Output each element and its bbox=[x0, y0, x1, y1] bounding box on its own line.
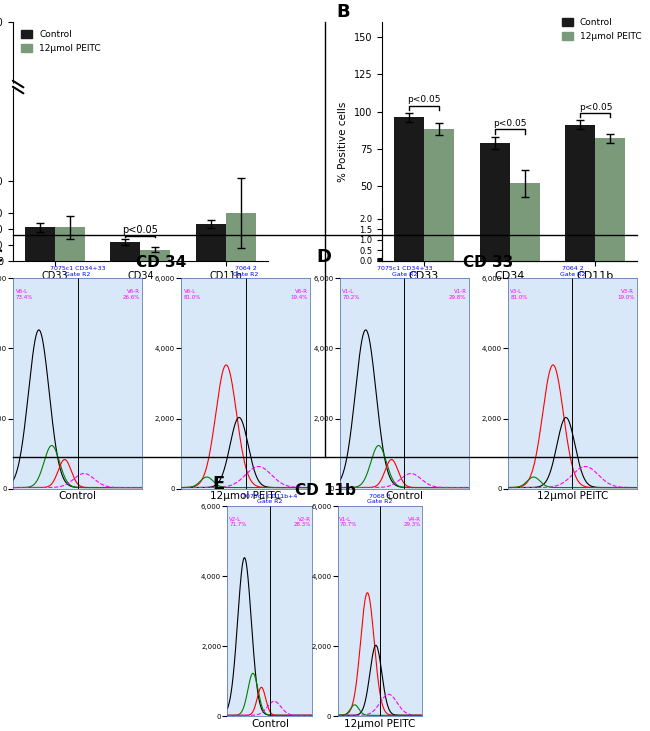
X-axis label: 12μmol PEITC: 12μmol PEITC bbox=[537, 491, 608, 501]
X-axis label: 12μmol PEITC: 12μmol PEITC bbox=[210, 491, 281, 501]
Title: 7064 2
Gate R2: 7064 2 Gate R2 bbox=[233, 266, 258, 276]
Y-axis label: % Positive cells: % Positive cells bbox=[339, 101, 348, 181]
Legend: Control, 12μmol PEITC: Control, 12μmol PEITC bbox=[18, 26, 105, 56]
Bar bbox=[55, 227, 84, 261]
Bar bbox=[25, 227, 55, 261]
Text: B: B bbox=[337, 3, 350, 21]
Bar bbox=[226, 213, 256, 261]
X-axis label: Control: Control bbox=[251, 719, 289, 729]
Title: 7075c1 CD34+33
Gate R2: 7075c1 CD34+33 Gate R2 bbox=[376, 266, 432, 276]
X-axis label: 12μmol PEITC: 12μmol PEITC bbox=[344, 719, 416, 729]
Text: E: E bbox=[212, 475, 224, 493]
Legend: Control, 12μmol PEITC: Control, 12μmol PEITC bbox=[558, 15, 645, 45]
Bar bbox=[140, 250, 170, 261]
X-axis label: Control: Control bbox=[385, 491, 423, 501]
Bar bbox=[480, 143, 510, 261]
Text: p<0.05: p<0.05 bbox=[578, 102, 612, 112]
Bar bbox=[595, 138, 625, 261]
Bar bbox=[196, 224, 226, 261]
Text: V1-R
29.8%: V1-R 29.8% bbox=[449, 289, 467, 300]
Text: V6-R
26.6%: V6-R 26.6% bbox=[122, 289, 140, 300]
Title: 7075c1 CD11b+4
Gate R2: 7075c1 CD11b+4 Gate R2 bbox=[242, 493, 298, 504]
Text: V2-R
28.3%: V2-R 28.3% bbox=[293, 517, 311, 528]
Title: 7064 2
Gate R2: 7064 2 Gate R2 bbox=[560, 266, 585, 276]
Text: C: C bbox=[0, 248, 3, 265]
Text: p<0.05: p<0.05 bbox=[407, 95, 441, 104]
Text: D: D bbox=[316, 248, 331, 265]
Text: V6-L
73.4%: V6-L 73.4% bbox=[16, 289, 33, 300]
Text: V3-R
19.0%: V3-R 19.0% bbox=[617, 289, 634, 300]
Bar bbox=[111, 242, 140, 261]
Text: V1-L
70.2%: V1-L 70.2% bbox=[343, 289, 360, 300]
Title: 7068 3
Gate R2: 7068 3 Gate R2 bbox=[367, 493, 393, 504]
Text: V4-R
29.3%: V4-R 29.3% bbox=[404, 517, 421, 528]
Title: CD 33: CD 33 bbox=[463, 255, 514, 270]
Bar bbox=[394, 118, 424, 261]
Bar bbox=[566, 125, 595, 261]
Text: V2-L
71.7%: V2-L 71.7% bbox=[229, 517, 246, 528]
X-axis label: Control: Control bbox=[58, 491, 97, 501]
Text: V1-L
70.7%: V1-L 70.7% bbox=[339, 517, 357, 528]
Text: p<0.05: p<0.05 bbox=[493, 119, 526, 128]
Text: V6-R
19.4%: V6-R 19.4% bbox=[290, 289, 307, 300]
Bar bbox=[510, 183, 540, 261]
Title: 7075c1 CD34+33
Gate R2: 7075c1 CD34+33 Gate R2 bbox=[50, 266, 105, 276]
Text: V6-L
81.0%: V6-L 81.0% bbox=[183, 289, 201, 300]
Title: CD 11b: CD 11b bbox=[294, 483, 356, 498]
Bar bbox=[424, 129, 454, 261]
Text: p<0.05: p<0.05 bbox=[122, 225, 159, 235]
Title: CD 34: CD 34 bbox=[136, 255, 187, 270]
Text: V3-L
81.0%: V3-L 81.0% bbox=[510, 289, 528, 300]
